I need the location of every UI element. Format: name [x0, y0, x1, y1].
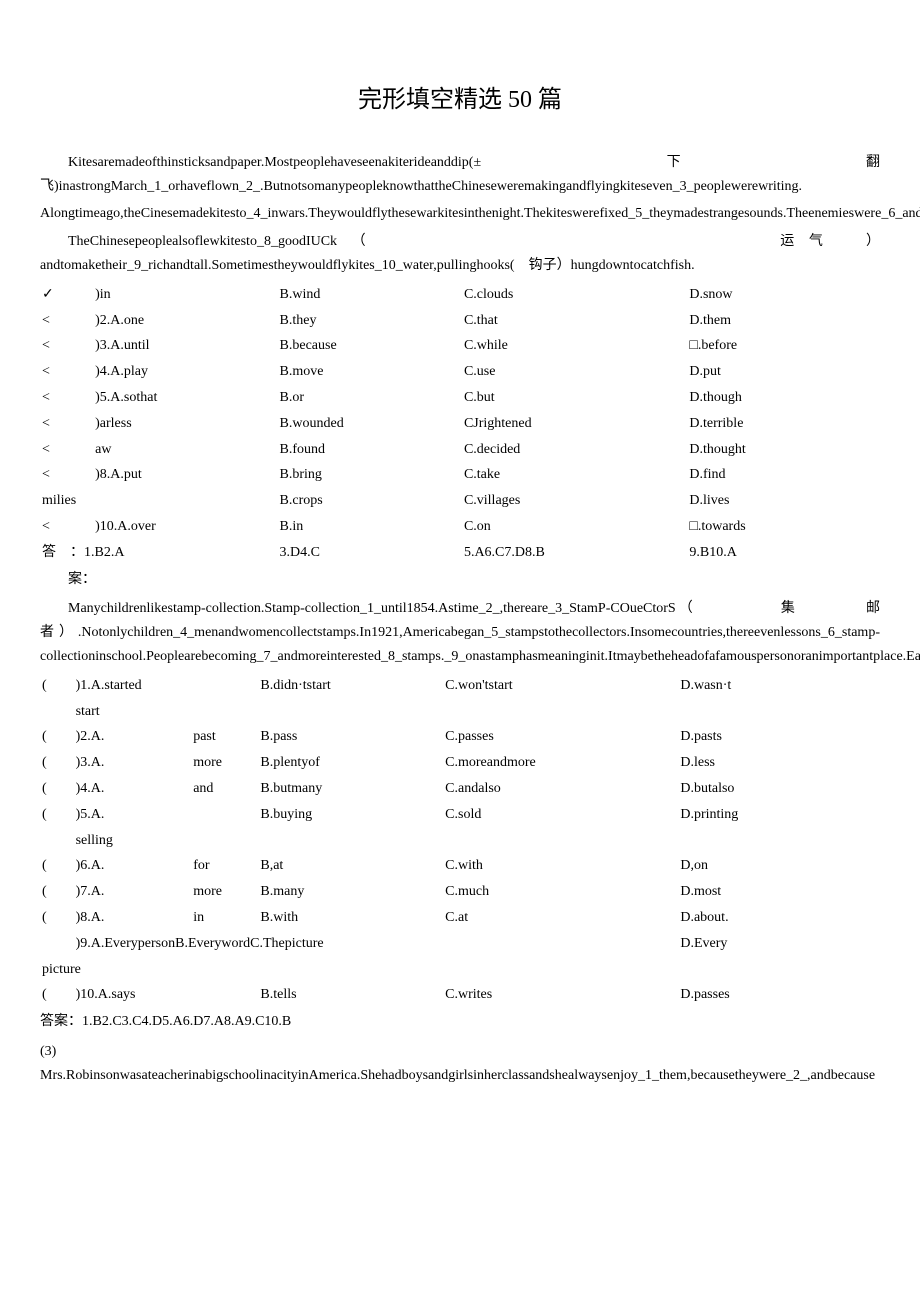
- p2-q5-tail: selling: [40, 828, 880, 854]
- passage1-p1: Kitesaremadeofthinsticksandpaper.Mostpeo…: [40, 151, 880, 199]
- passage1-p2: Alongtimeago,theCinesemadekitesto_4_inwa…: [40, 202, 880, 226]
- p2-q9-tail: picture: [40, 957, 880, 983]
- p2-q4: ()4.A.andB.butmanyC.andalsoD.butalso: [40, 776, 880, 802]
- passage2-p1: Manychildrenlikestamp-collection.Stamp-c…: [40, 597, 880, 668]
- p2-q1-tail: start: [40, 699, 880, 725]
- p2-q2: ()2.A.pastB.passC.passesD.pasts: [40, 724, 880, 750]
- p2-q10: ()10.A.saysB.tellsC.writesD.passes: [40, 982, 880, 1008]
- p1-q5: <)5.A.sothatB.orC.butD.though: [40, 385, 880, 411]
- p2-q9: )9.A.EverypersonB.EverywordC.ThepictureD…: [40, 931, 880, 957]
- p2-q5: ()5.A.B.buyingC.soldD.printing: [40, 802, 880, 828]
- p1-q10: <)10.A.overB.inC.on□.towards: [40, 514, 880, 540]
- p2-q1: ()1.A.startedB.didn·tstartC.won'tstartD.…: [40, 673, 880, 699]
- page-title: 完形填空精选 50 篇: [40, 80, 880, 121]
- p2-q7: ()7.A.moreB.manyC.muchD.most: [40, 879, 880, 905]
- p1-q3: <)3.A.untilB.becauseC.while□.before: [40, 333, 880, 359]
- p2-q3: ()3.A.moreB.plentyofC.moreandmoreD.less: [40, 750, 880, 776]
- passage3-tag: (3): [40, 1040, 880, 1064]
- p1-q9: miliesB.cropsC.villagesD.lives: [40, 488, 880, 514]
- p1-q4: <)4.A.playB.moveC.useD.put: [40, 359, 880, 385]
- p1-q6: <)arlessB.woundedCJrightenedD.terrible: [40, 411, 880, 437]
- p1-q8: <)8.A.putB.bringC.takeD.find: [40, 462, 880, 488]
- p1-answer: 答 ：1.B2.A 3.D4.C 5.A6.C7.D8.B 9.B10.A: [40, 540, 880, 566]
- p2-answer: 答案：1.B2.C3.C4.D5.A6.D7.A8.A9.C10.B: [40, 1010, 880, 1034]
- passage3-p1: Mrs.Robinsonwasateacherinabigschoolinaci…: [40, 1064, 880, 1088]
- p1-q1: ✓ )in B.wind C.clouds D.snow: [40, 282, 880, 308]
- p1-answer-tail: 案：: [40, 568, 880, 592]
- passage1-p3: TheChinesepeoplealsoflewkitesto_8_goodIU…: [40, 230, 880, 278]
- p2-q6: ()6.A.forB,atC.withD,on: [40, 853, 880, 879]
- passage2-options: ()1.A.startedB.didn·tstartC.won'tstartD.…: [40, 673, 880, 1008]
- p2-q8: ()8.A.inB.withC.atD.about.: [40, 905, 880, 931]
- p1-q2: <)2.A.oneB.theyC.thatD.them: [40, 308, 880, 334]
- passage1-options: ✓ )in B.wind C.clouds D.snow <)2.A.oneB.…: [40, 282, 880, 566]
- p1-q7: <awB.foundC.decidedD.thought: [40, 437, 880, 463]
